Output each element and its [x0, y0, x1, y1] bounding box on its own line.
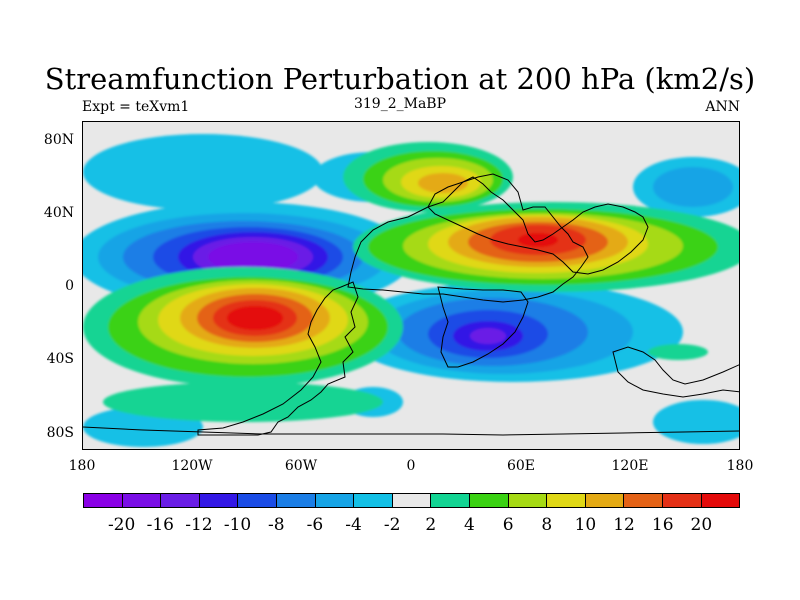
y-tick-label: 80S — [46, 425, 74, 441]
colorbar-box — [122, 494, 162, 507]
colorbar-label: 10 — [574, 515, 597, 535]
colorbar-label: 16 — [651, 515, 674, 535]
experiment-label: Expt = teXvm1 — [82, 99, 190, 115]
coast-eurasia — [427, 176, 649, 275]
colorbar-label: -10 — [223, 515, 252, 535]
season-label: ANN — [705, 99, 740, 115]
colorbar-box — [469, 494, 509, 507]
x-tick-label: 180 — [68, 458, 96, 474]
pos-region-north-10 — [418, 173, 468, 193]
colorbar-box — [392, 494, 432, 507]
coast-australia — [612, 346, 739, 398]
x-tick-label: 60E — [506, 458, 536, 474]
neg-region-north-band — [83, 134, 323, 210]
colorbar-box — [354, 494, 393, 507]
neg-region-se — [653, 400, 739, 444]
colorbar — [83, 493, 740, 508]
y-tick-label: 40S — [46, 351, 74, 367]
coast-africa — [437, 286, 529, 368]
field-layer — [83, 134, 739, 447]
colorbar-label: 12 — [613, 515, 635, 535]
colorbar-box — [238, 494, 277, 507]
colorbar-label: -4 — [345, 515, 362, 535]
y-tick-label: 80N — [43, 132, 74, 148]
contour-map — [83, 134, 739, 447]
colorbar-label: -12 — [185, 515, 213, 535]
coast-south-america — [197, 281, 359, 436]
pos-region-se — [648, 344, 708, 360]
x-tick-label: 0 — [406, 458, 416, 474]
neg-region-west-m16 — [208, 242, 298, 272]
x-tick-label: 120W — [171, 458, 213, 474]
colorbar-label: -16 — [146, 515, 174, 535]
coast-antarctica — [83, 426, 739, 436]
x-tick-label: 120E — [611, 458, 649, 474]
colorbar-box — [547, 494, 586, 507]
neg-region-ne-m4 — [653, 167, 733, 207]
colorbar-box — [199, 494, 239, 507]
pos-region-south-band — [103, 382, 383, 422]
colorbar-box — [701, 494, 740, 507]
colorbar-label: 4 — [464, 515, 475, 535]
case-label: 319_2_MaBP — [353, 96, 447, 112]
colorbar-box — [84, 494, 123, 507]
pos-region-west-20 — [227, 306, 283, 330]
colorbar-label: 8 — [541, 515, 553, 535]
colorbar-label: 6 — [502, 515, 514, 535]
colorbar-label: -20 — [107, 515, 136, 535]
coastlines — [83, 173, 739, 436]
colorbar-label: -8 — [267, 515, 285, 535]
colorbar-box — [161, 494, 200, 507]
y-tick-label: 0 — [65, 278, 74, 294]
colorbar-box — [315, 494, 355, 507]
y-tick-label: 40N — [43, 205, 74, 221]
x-tick-label: 180 — [726, 458, 754, 474]
colorbar-box — [431, 494, 470, 507]
x-tick-label: 60W — [284, 458, 318, 474]
colorbar-label: -6 — [306, 515, 324, 535]
colorbar-label: -2 — [383, 515, 401, 535]
map-panel — [82, 121, 740, 450]
colorbar-box — [508, 494, 548, 507]
colorbar-label: 2 — [425, 515, 437, 535]
neg-region-east-m12 — [470, 328, 506, 344]
coast-north-america — [347, 173, 589, 303]
colorbar-box — [585, 494, 625, 507]
colorbar-box — [662, 494, 702, 507]
colorbar-box — [624, 494, 663, 507]
plot-title: Streamfunction Perturbation at 200 hPa (… — [44, 62, 756, 96]
colorbar-label: 20 — [690, 515, 713, 535]
colorbar-box — [276, 494, 316, 507]
